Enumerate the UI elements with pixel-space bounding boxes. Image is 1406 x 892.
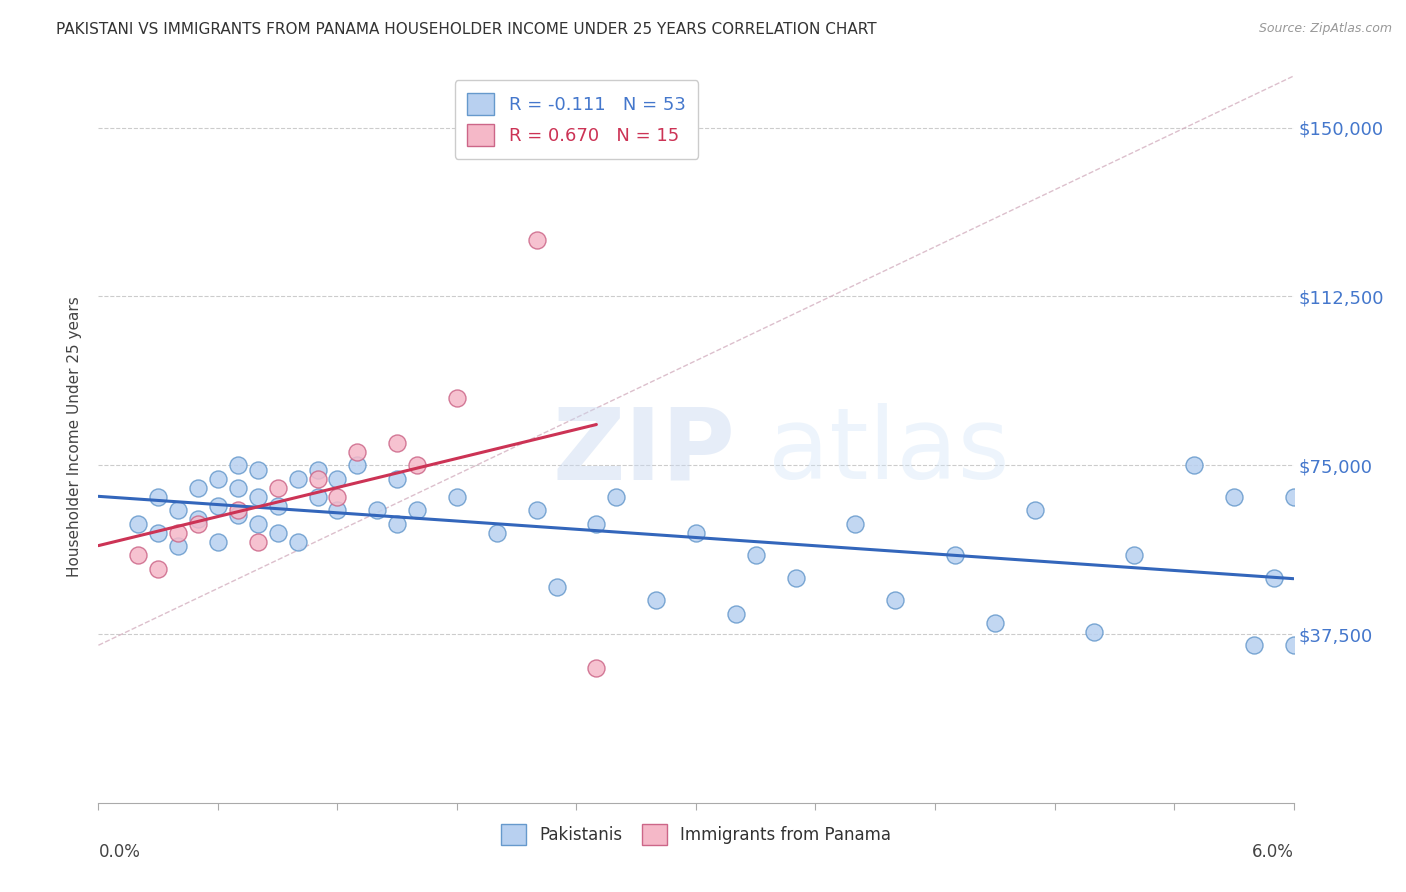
Point: [148, 490, 170, 504]
Point: [187, 516, 209, 531]
Point: [346, 444, 368, 458]
Text: 6.0%: 6.0%: [1251, 843, 1294, 861]
Point: [187, 481, 209, 495]
Point: [585, 516, 607, 531]
Point: [267, 525, 290, 540]
Point: [307, 490, 329, 504]
Point: [1263, 571, 1285, 585]
Point: [546, 580, 568, 594]
Point: [1182, 458, 1205, 473]
Point: [287, 534, 309, 549]
Point: [1024, 503, 1046, 517]
Legend: Pakistanis, Immigrants from Panama: Pakistanis, Immigrants from Panama: [492, 816, 900, 853]
Point: [267, 499, 290, 513]
Point: [645, 593, 668, 607]
Point: [1083, 624, 1105, 639]
Point: [1123, 548, 1146, 562]
Point: [346, 458, 368, 473]
Point: [307, 463, 329, 477]
Point: [745, 548, 768, 562]
Point: [526, 233, 548, 247]
Point: [984, 615, 1007, 630]
Point: [167, 539, 190, 553]
Text: 0.0%: 0.0%: [98, 843, 141, 861]
Point: [267, 481, 290, 495]
Text: atlas: atlas: [768, 403, 1010, 500]
Point: [385, 435, 409, 450]
Point: [1223, 490, 1246, 504]
Point: [446, 490, 468, 504]
Point: [246, 490, 269, 504]
Point: [127, 516, 149, 531]
Text: PAKISTANI VS IMMIGRANTS FROM PANAMA HOUSEHOLDER INCOME UNDER 25 YEARS CORRELATIO: PAKISTANI VS IMMIGRANTS FROM PANAMA HOUS…: [56, 22, 877, 37]
Point: [307, 472, 329, 486]
Point: [187, 512, 209, 526]
Point: [167, 525, 190, 540]
Point: [406, 458, 429, 473]
Point: [246, 516, 269, 531]
Point: [326, 503, 349, 517]
Text: Source: ZipAtlas.com: Source: ZipAtlas.com: [1258, 22, 1392, 36]
Point: [226, 458, 249, 473]
Point: [366, 503, 388, 517]
Point: [943, 548, 966, 562]
Point: [724, 607, 747, 621]
Point: [526, 503, 548, 517]
Point: [485, 525, 508, 540]
Point: [226, 508, 249, 522]
Point: [1243, 638, 1265, 652]
Point: [148, 525, 170, 540]
Point: [785, 571, 807, 585]
Point: [226, 481, 249, 495]
Point: [446, 391, 468, 405]
Point: [148, 562, 170, 576]
Point: [226, 503, 249, 517]
Point: [167, 503, 190, 517]
Point: [246, 463, 269, 477]
Point: [326, 472, 349, 486]
Point: [326, 490, 349, 504]
Point: [287, 472, 309, 486]
Point: [207, 499, 229, 513]
Y-axis label: Householder Income Under 25 years: Householder Income Under 25 years: [67, 297, 83, 577]
Point: [685, 525, 707, 540]
Point: [127, 548, 149, 562]
Point: [605, 490, 627, 504]
Point: [246, 534, 269, 549]
Point: [884, 593, 907, 607]
Point: [1282, 638, 1305, 652]
Text: ZIP: ZIP: [553, 403, 735, 500]
Point: [385, 472, 409, 486]
Point: [385, 516, 409, 531]
Point: [844, 516, 866, 531]
Point: [1282, 490, 1305, 504]
Point: [585, 661, 607, 675]
Point: [207, 472, 229, 486]
Point: [207, 534, 229, 549]
Point: [406, 503, 429, 517]
